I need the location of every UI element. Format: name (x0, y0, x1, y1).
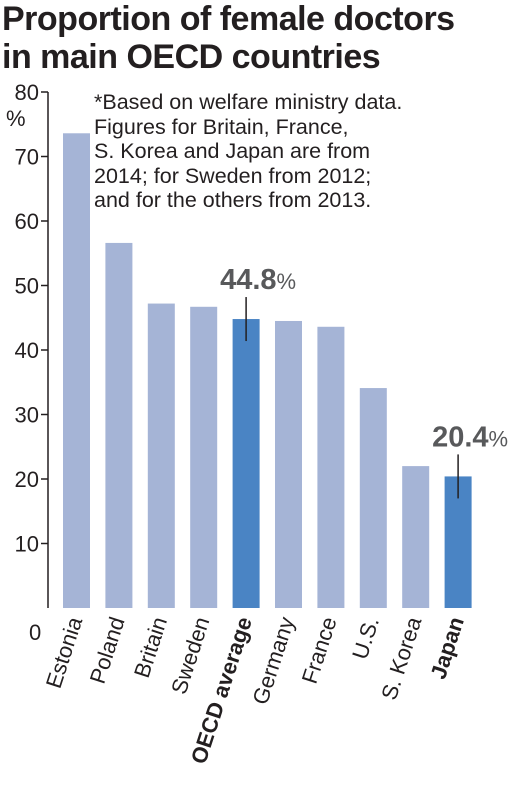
x-label-u-s: U.S. (347, 614, 384, 662)
y-tick-label-30: 30 (15, 403, 39, 428)
bar-britain (147, 303, 175, 608)
callouts: 44.8% 20.4% (220, 264, 508, 499)
bar-sweden (190, 306, 218, 608)
x-label-britain: Britain (129, 614, 172, 681)
x-label-sweden: Sweden (166, 614, 214, 697)
y-tick-label-70: 70 (15, 145, 39, 170)
y-tick-label-80: 80 (15, 80, 39, 105)
y-tick-label-10: 10 (15, 532, 39, 557)
chart-title: Proportion of female doctors in main OEC… (2, 0, 455, 76)
bar-france (317, 326, 345, 608)
x-label-germany: Germany (248, 614, 300, 708)
bar-oecd-average (232, 319, 260, 608)
bar-poland (105, 242, 133, 608)
y-axis: 0 10 20 30 40 50 60 70 80% (6, 80, 49, 645)
y-axis-unit: % (6, 106, 26, 131)
y-tick-label-20: 20 (15, 467, 39, 492)
bars (63, 133, 472, 608)
x-label-estonia: Estonia (41, 613, 88, 691)
bar-germany (275, 320, 302, 608)
callout-label-oecd-average: 44.8% (220, 264, 296, 296)
x-label-s-korea: S. Korea (376, 613, 426, 703)
x-label-japan: Japan (425, 614, 468, 682)
y-tick-label-0: 0 (29, 620, 41, 645)
source-note: *Based on welfare ministry data. Figures… (94, 90, 403, 212)
bar-u-s (359, 388, 387, 608)
callout-label-japan: 20.4% (432, 421, 508, 453)
bar-estonia (63, 133, 90, 608)
x-label-poland: Poland (85, 614, 130, 687)
y-tick-label-60: 60 (15, 209, 39, 234)
bar-s-korea (402, 466, 430, 608)
y-tick-label-40: 40 (15, 338, 39, 363)
y-tick-label-50: 50 (15, 274, 39, 299)
x-label-france: France (297, 614, 342, 687)
